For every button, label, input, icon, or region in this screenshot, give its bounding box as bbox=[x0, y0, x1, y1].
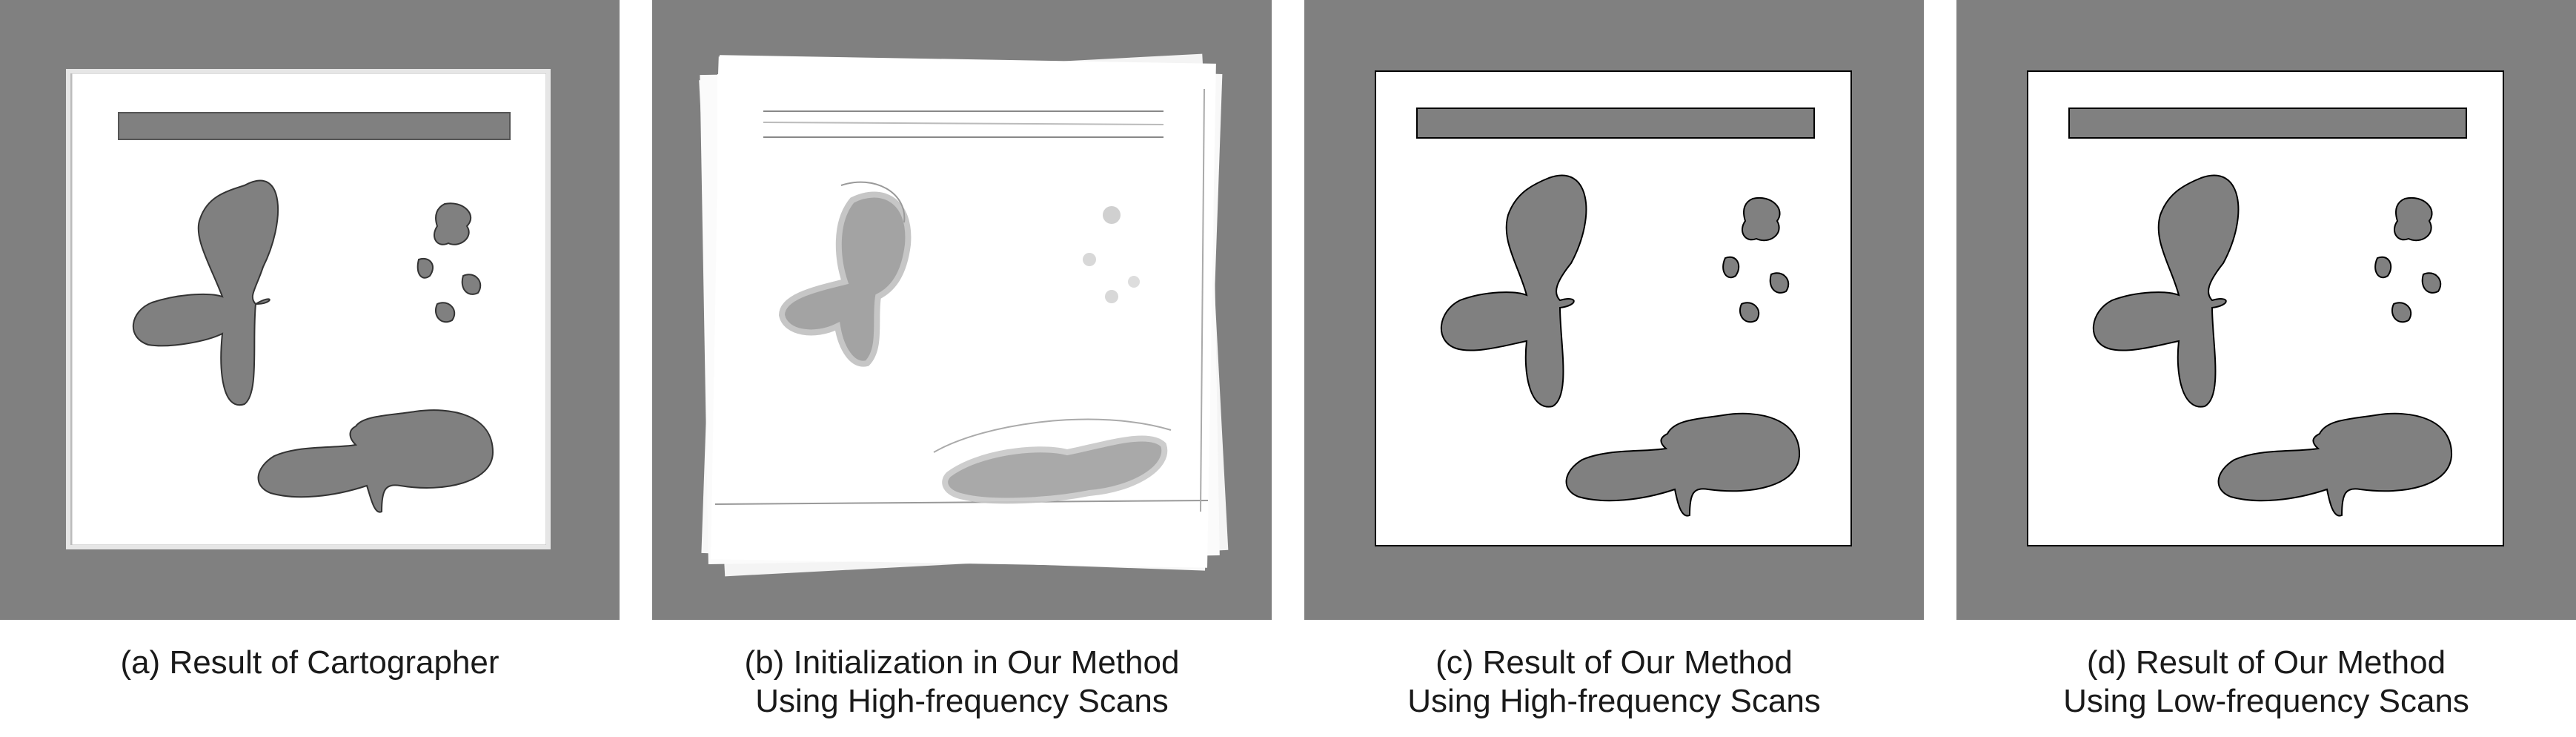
obstacle-blurred-blob bbox=[1128, 276, 1140, 288]
wall-bar-obstacle bbox=[1416, 108, 1815, 139]
caption-c-line1: (c) Result of Our Method bbox=[1435, 644, 1793, 681]
caption-d-line2: Using Low-frequency Scans bbox=[2063, 683, 2469, 719]
obstacle-blob-small-4 bbox=[2391, 302, 2412, 323]
obstacle-blob-small-2 bbox=[2374, 256, 2392, 279]
panel-a-cartographer-map bbox=[0, 0, 620, 620]
obstacle-butterfly-upper-left bbox=[2092, 174, 2240, 408]
wall-line bbox=[1200, 88, 1205, 512]
obstacle-butterfly-bottom bbox=[1565, 412, 1801, 517]
obstacle-blurred-blob bbox=[1103, 206, 1121, 224]
obstacle-blob-small-3 bbox=[2421, 272, 2442, 294]
caption-c-line2: Using High-frequency Scans bbox=[1407, 683, 1821, 719]
obstacle-blob-small-3 bbox=[461, 274, 482, 295]
caption-b: (b) Initialization in Our Method Using H… bbox=[652, 644, 1272, 721]
obstacle-blurred-blob bbox=[1105, 290, 1118, 303]
occupancy-map-d bbox=[1956, 0, 2576, 620]
caption-a-line1: (a) Result of Cartographer bbox=[120, 644, 499, 681]
wall-line bbox=[714, 500, 1209, 505]
obstacle-blurred-butterfly bbox=[778, 191, 912, 367]
ghost-outline bbox=[840, 181, 906, 223]
obstacle-blob-small-3 bbox=[1769, 272, 1790, 294]
panel-d-result-low-frequency bbox=[1956, 0, 2576, 620]
obstacle-blob-small-4 bbox=[435, 302, 456, 323]
obstacle-butterfly-bottom bbox=[257, 409, 494, 513]
wall-line bbox=[763, 122, 1164, 125]
obstacle-blob-small-2 bbox=[1722, 256, 1740, 279]
wall-bar-obstacle bbox=[2068, 108, 2467, 139]
panel-b-initialization-map bbox=[652, 0, 1272, 620]
occupancy-map-c bbox=[1304, 0, 1924, 620]
ghost-outline bbox=[933, 418, 1172, 453]
occupancy-map-a bbox=[0, 0, 620, 620]
obstacle-blob-small-1 bbox=[434, 202, 472, 245]
obstacle-blob-small-1 bbox=[2394, 196, 2433, 242]
room-wall-smear bbox=[66, 69, 551, 549]
caption-d: (d) Result of Our Method Using Low-frequ… bbox=[1956, 644, 2576, 721]
caption-c: (c) Result of Our Method Using High-freq… bbox=[1304, 644, 1924, 721]
caption-b-line1: (b) Initialization in Our Method bbox=[744, 644, 1180, 681]
obstacle-butterfly-upper-left bbox=[133, 179, 279, 406]
obstacle-blurred-blob bbox=[1083, 253, 1096, 266]
obstacle-blob-small-1 bbox=[1742, 196, 1781, 242]
obstacle-butterfly-bottom bbox=[2217, 412, 2453, 517]
obstacle-blurred-butterfly-bottom bbox=[942, 435, 1168, 504]
obstacle-blob-small-2 bbox=[416, 257, 434, 279]
obstacle-blob-small-4 bbox=[1739, 302, 1760, 323]
obstacle-butterfly-upper-left bbox=[1440, 174, 1587, 408]
caption-b-line2: Using High-frequency Scans bbox=[755, 683, 1169, 719]
caption-a: (a) Result of Cartographer bbox=[0, 644, 620, 682]
occupancy-map-b bbox=[652, 0, 1272, 620]
caption-d-line1: (d) Result of Our Method bbox=[2086, 644, 2446, 681]
wall-bar-obstacle bbox=[118, 112, 511, 140]
panel-c-result-high-frequency bbox=[1304, 0, 1924, 620]
